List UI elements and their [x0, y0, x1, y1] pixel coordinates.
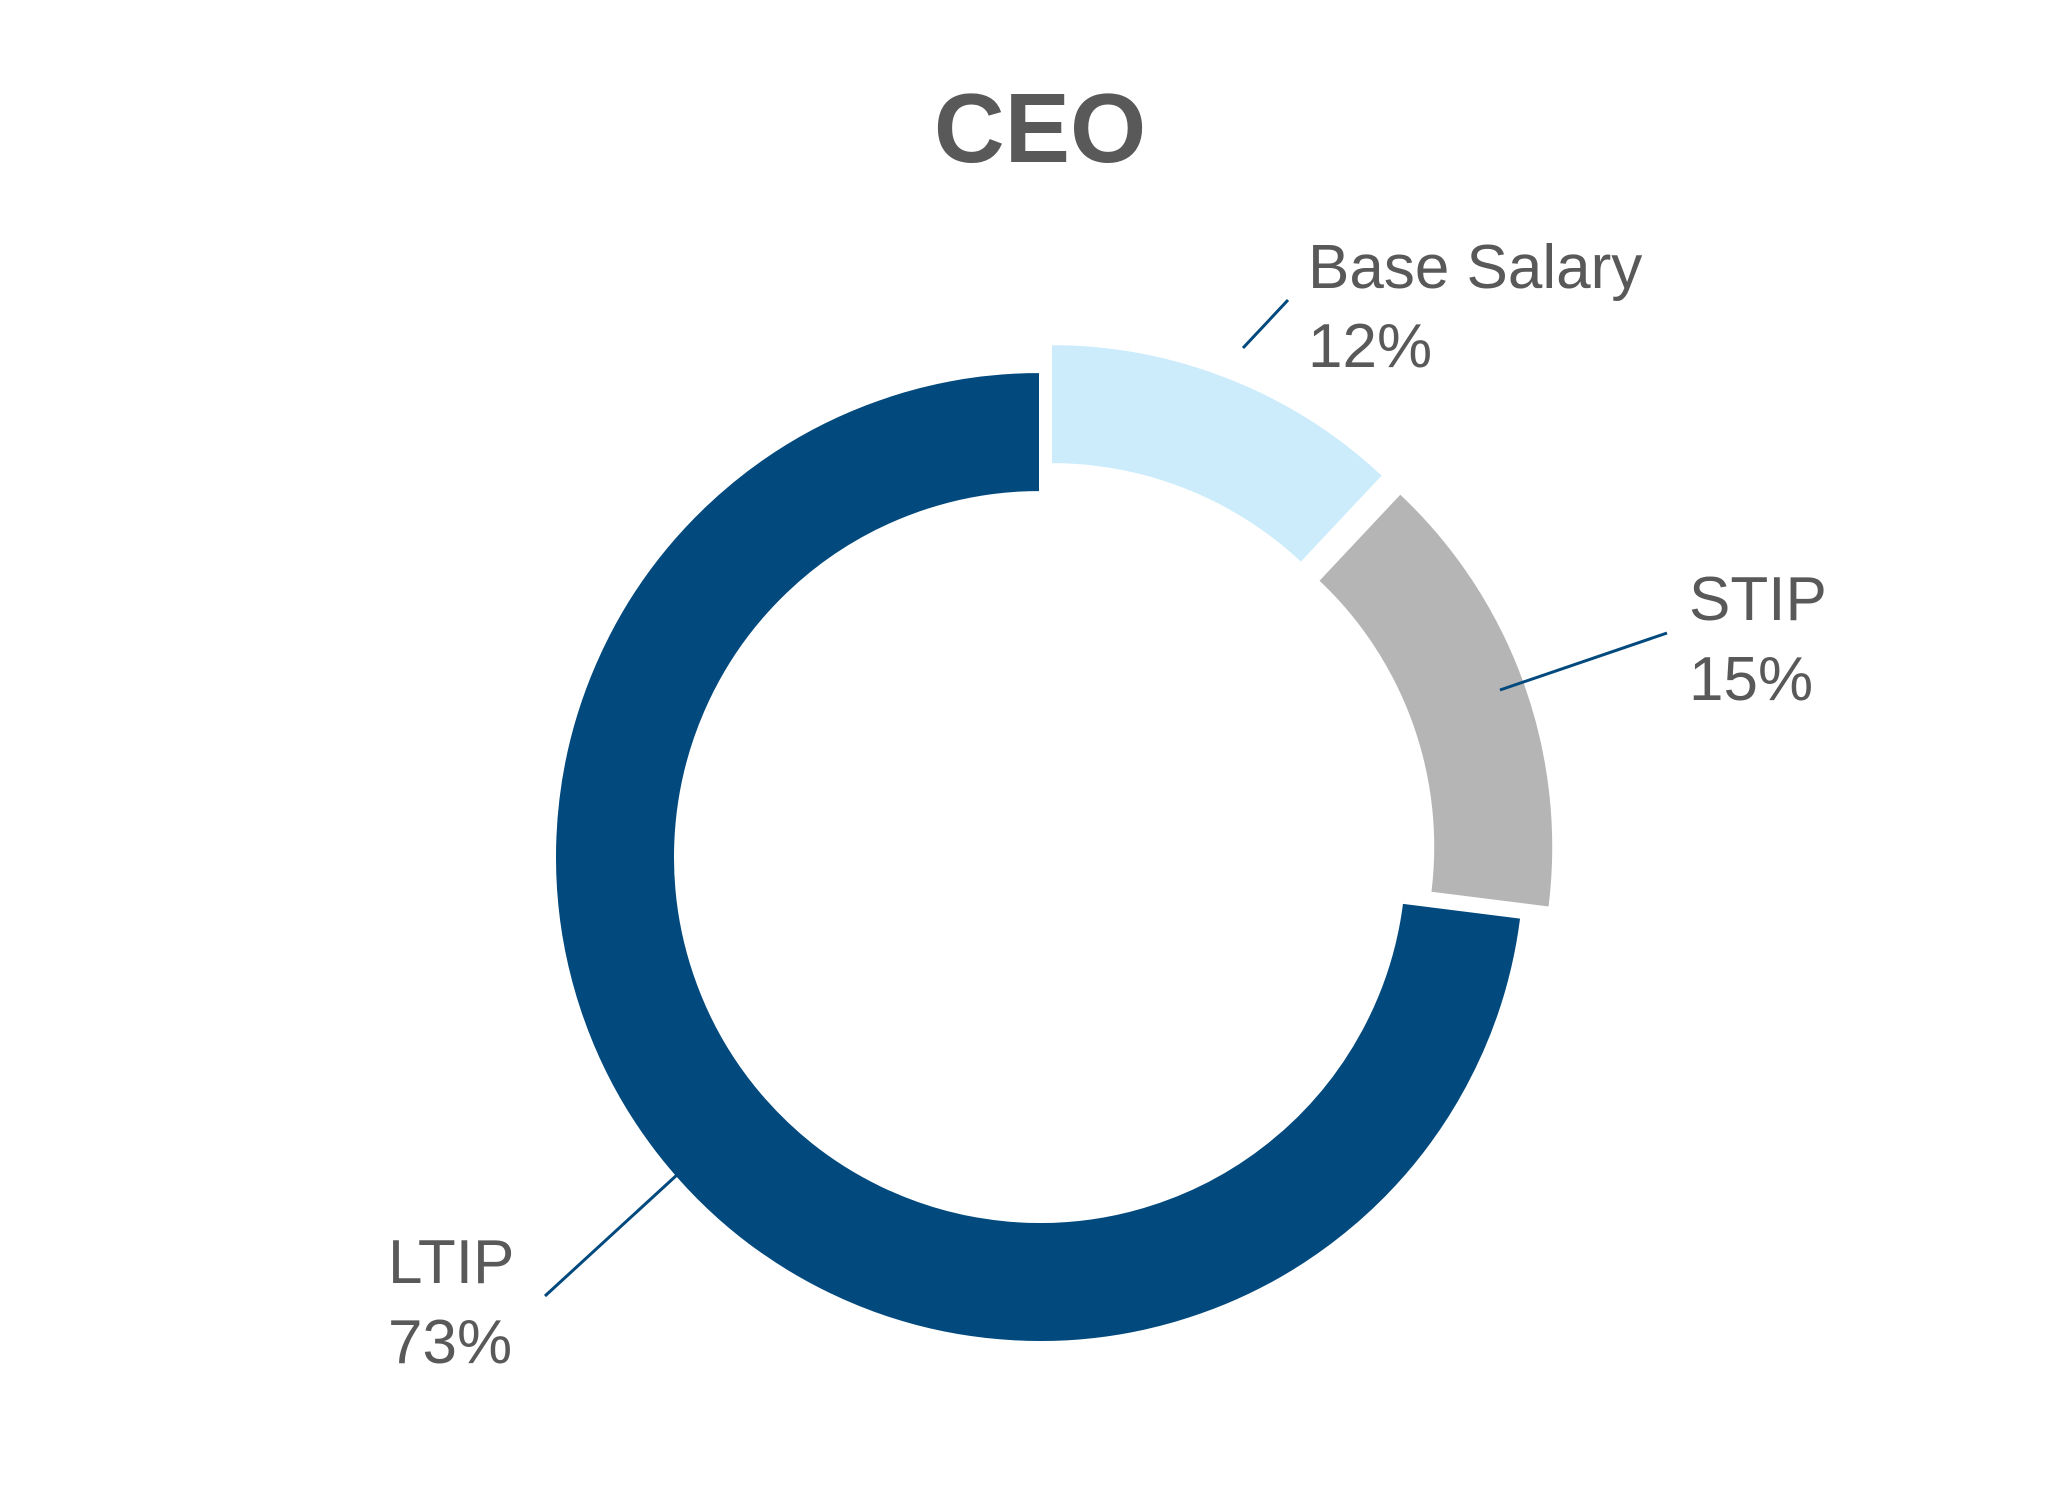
slice-stip — [1316, 491, 1555, 909]
slice-labels: Base Salary 12% STIP 15% LTIP 73% — [388, 233, 1827, 1377]
slice-value-base-salary: 12% — [1308, 312, 1432, 381]
slice-value-ltip: 73% — [388, 1308, 512, 1377]
leader-line-ltip — [543, 1172, 680, 1298]
leader-line-base-salary — [1241, 298, 1290, 350]
chart-title: CEO — [934, 73, 1146, 183]
slice-label-ltip: LTIP — [388, 1228, 514, 1297]
slice-label-base-salary: Base Salary — [1308, 233, 1642, 302]
slice-ltip — [554, 370, 1523, 1343]
leader-lines — [543, 298, 1668, 1298]
slice-base-salary — [1050, 343, 1385, 565]
slice-value-stip: 15% — [1689, 645, 1813, 714]
donut-slices — [554, 343, 1555, 1343]
slice-label-stip: STIP — [1689, 565, 1827, 634]
leader-line-stip — [1499, 631, 1668, 692]
